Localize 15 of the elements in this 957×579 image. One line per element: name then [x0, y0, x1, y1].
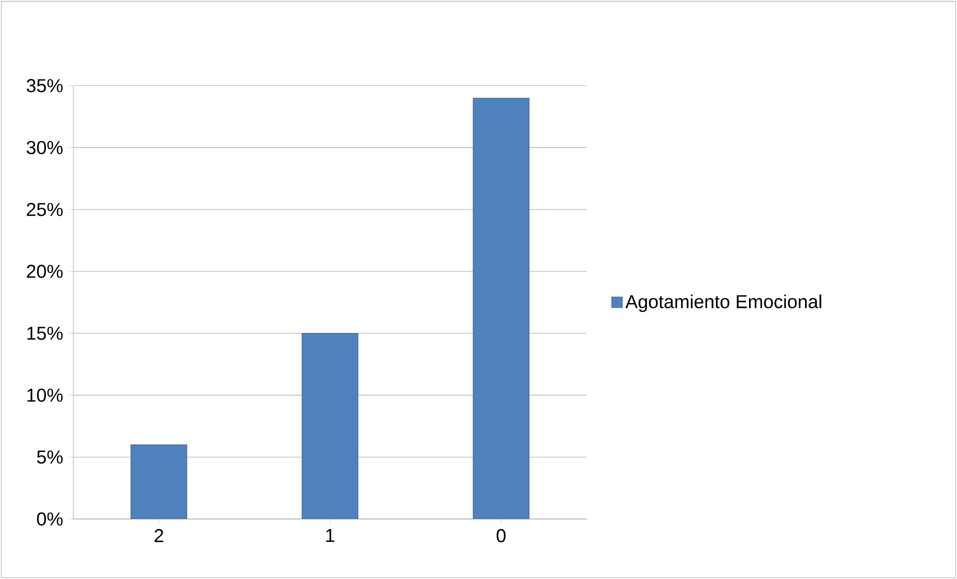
y-tick-label: 5% — [37, 450, 63, 464]
y-tick-label: 15% — [27, 326, 63, 340]
x-tick-label: 1 — [326, 529, 334, 542]
x-tick-label: 0 — [496, 529, 506, 542]
y-tick-label: 10% — [27, 388, 63, 402]
bar — [130, 444, 188, 519]
bar — [472, 98, 530, 519]
y-tick-label: 20% — [26, 264, 63, 278]
y-tick-label: 0% — [37, 512, 63, 526]
y-tick-label: 30% — [26, 140, 63, 154]
y-tick-label: 25% — [26, 202, 63, 216]
legend-label: Agotamiento Emocional — [625, 294, 822, 312]
x-tick-label: 2 — [154, 529, 164, 542]
bar — [302, 333, 358, 519]
y-tick-label: 35% — [26, 79, 63, 92]
